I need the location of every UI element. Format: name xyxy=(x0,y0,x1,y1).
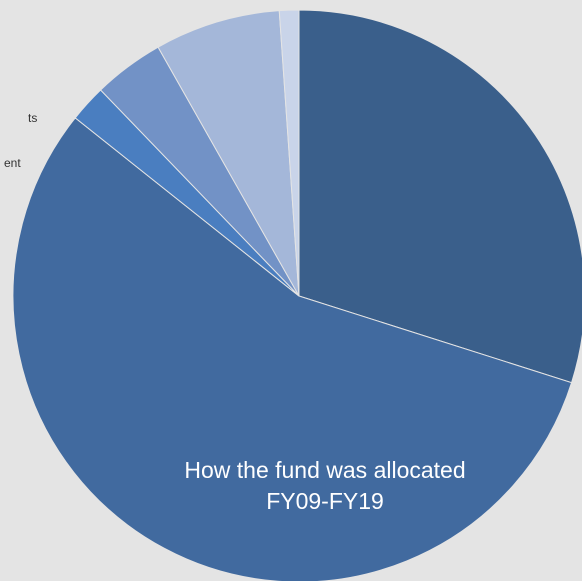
chart-title: How the fund was allocated xyxy=(184,457,465,483)
pie-slice xyxy=(298,9,582,384)
pie-slice xyxy=(278,9,300,297)
pie xyxy=(12,9,582,581)
pie-slice xyxy=(12,117,573,581)
chart-subtitle: FY09-FY19 xyxy=(266,488,384,514)
legend-label: ts xyxy=(28,111,37,125)
pie-slice xyxy=(157,10,300,297)
legend-label: ent xyxy=(4,156,21,170)
